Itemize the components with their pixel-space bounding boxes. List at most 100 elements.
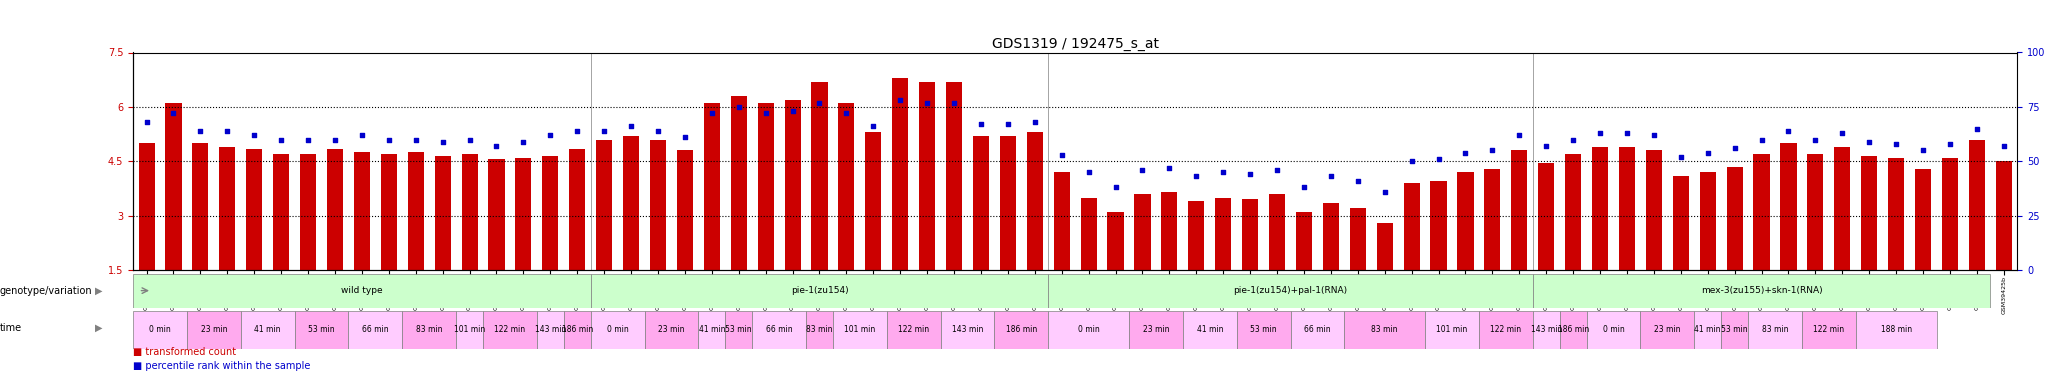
Text: 101 min: 101 min	[844, 326, 874, 334]
FancyBboxPatch shape	[590, 274, 1049, 308]
FancyBboxPatch shape	[807, 311, 834, 349]
Bar	[1270, 194, 1286, 270]
Point	[1665, 154, 1698, 160]
Point	[829, 110, 862, 116]
Text: 41 min: 41 min	[698, 326, 725, 334]
Point	[319, 136, 352, 142]
Bar	[1430, 181, 1446, 270]
Bar	[1618, 147, 1634, 270]
FancyBboxPatch shape	[1128, 311, 1184, 349]
Point	[1341, 178, 1374, 184]
Bar	[1565, 154, 1581, 270]
Bar	[1835, 147, 1851, 270]
FancyBboxPatch shape	[645, 311, 698, 349]
Bar	[893, 78, 909, 270]
Point	[614, 123, 647, 129]
Text: 41 min: 41 min	[254, 326, 281, 334]
Point	[1933, 141, 1966, 147]
Point	[1503, 132, 1536, 138]
Bar	[1403, 183, 1419, 270]
Bar	[1188, 201, 1204, 270]
Bar	[1214, 198, 1231, 270]
Point	[1772, 128, 1804, 134]
Bar	[676, 150, 692, 270]
FancyBboxPatch shape	[348, 311, 401, 349]
Point	[1610, 130, 1642, 136]
Point	[723, 104, 756, 110]
FancyBboxPatch shape	[1749, 311, 1802, 349]
FancyBboxPatch shape	[1720, 311, 1749, 349]
Bar	[1026, 132, 1042, 270]
Point	[1853, 139, 1886, 145]
FancyBboxPatch shape	[887, 311, 940, 349]
FancyBboxPatch shape	[1532, 311, 1561, 349]
Bar	[864, 132, 881, 270]
Text: 188 min: 188 min	[1880, 326, 1911, 334]
Point	[479, 143, 512, 149]
FancyBboxPatch shape	[834, 311, 887, 349]
Bar	[1350, 209, 1366, 270]
Point	[184, 128, 217, 134]
Point	[856, 123, 889, 129]
Bar	[999, 136, 1016, 270]
Point	[885, 98, 918, 104]
Point	[131, 119, 164, 125]
Bar	[1081, 198, 1098, 270]
FancyBboxPatch shape	[401, 311, 457, 349]
FancyBboxPatch shape	[563, 311, 590, 349]
FancyBboxPatch shape	[133, 311, 186, 349]
Bar	[569, 148, 586, 270]
Point	[1233, 171, 1266, 177]
Bar	[1108, 212, 1124, 270]
FancyBboxPatch shape	[698, 311, 725, 349]
Point	[1288, 184, 1321, 190]
Point	[1530, 143, 1563, 149]
Text: ▶: ▶	[94, 323, 102, 333]
Point	[803, 99, 836, 105]
FancyBboxPatch shape	[752, 311, 807, 349]
Point	[535, 132, 567, 138]
Point	[668, 134, 700, 140]
Text: 0 min: 0 min	[1604, 326, 1624, 334]
Point	[1018, 119, 1051, 125]
Point	[911, 99, 944, 105]
Bar	[219, 147, 236, 270]
FancyBboxPatch shape	[1855, 311, 1937, 349]
Point	[1395, 158, 1427, 164]
FancyBboxPatch shape	[1561, 311, 1587, 349]
Point	[399, 136, 432, 142]
FancyBboxPatch shape	[1640, 311, 1694, 349]
Text: genotype/variation: genotype/variation	[0, 286, 92, 296]
FancyBboxPatch shape	[1694, 311, 1720, 349]
Bar	[1135, 194, 1151, 270]
FancyBboxPatch shape	[1049, 274, 1532, 308]
Text: 83 min: 83 min	[1761, 326, 1788, 334]
Point	[1100, 184, 1133, 190]
Bar	[973, 136, 989, 270]
Text: pie-1(zu154): pie-1(zu154)	[791, 286, 848, 295]
Bar	[1485, 168, 1501, 270]
Point	[965, 121, 997, 127]
Text: pie-1(zu154)+pal-1(RNA): pie-1(zu154)+pal-1(RNA)	[1233, 286, 1348, 295]
FancyBboxPatch shape	[940, 311, 995, 349]
Bar	[166, 103, 182, 270]
Bar	[649, 140, 666, 270]
Text: 66 min: 66 min	[766, 326, 793, 334]
Point	[1450, 150, 1483, 156]
Bar	[758, 103, 774, 270]
Text: mex-3(zu155)+skn-1(RNA): mex-3(zu155)+skn-1(RNA)	[1700, 286, 1823, 295]
Bar	[299, 154, 315, 270]
Point	[158, 110, 190, 116]
Bar	[1511, 150, 1528, 270]
Bar	[193, 143, 209, 270]
Bar	[543, 156, 559, 270]
Bar	[920, 81, 936, 270]
Text: ■ transformed count: ■ transformed count	[133, 348, 236, 357]
Point	[991, 121, 1024, 127]
Text: 53 min: 53 min	[725, 326, 752, 334]
Title: GDS1319 / 192475_s_at: GDS1319 / 192475_s_at	[991, 38, 1159, 51]
Text: 186 min: 186 min	[1559, 326, 1589, 334]
FancyBboxPatch shape	[186, 311, 242, 349]
Point	[1960, 126, 1993, 132]
Point	[1368, 189, 1401, 195]
